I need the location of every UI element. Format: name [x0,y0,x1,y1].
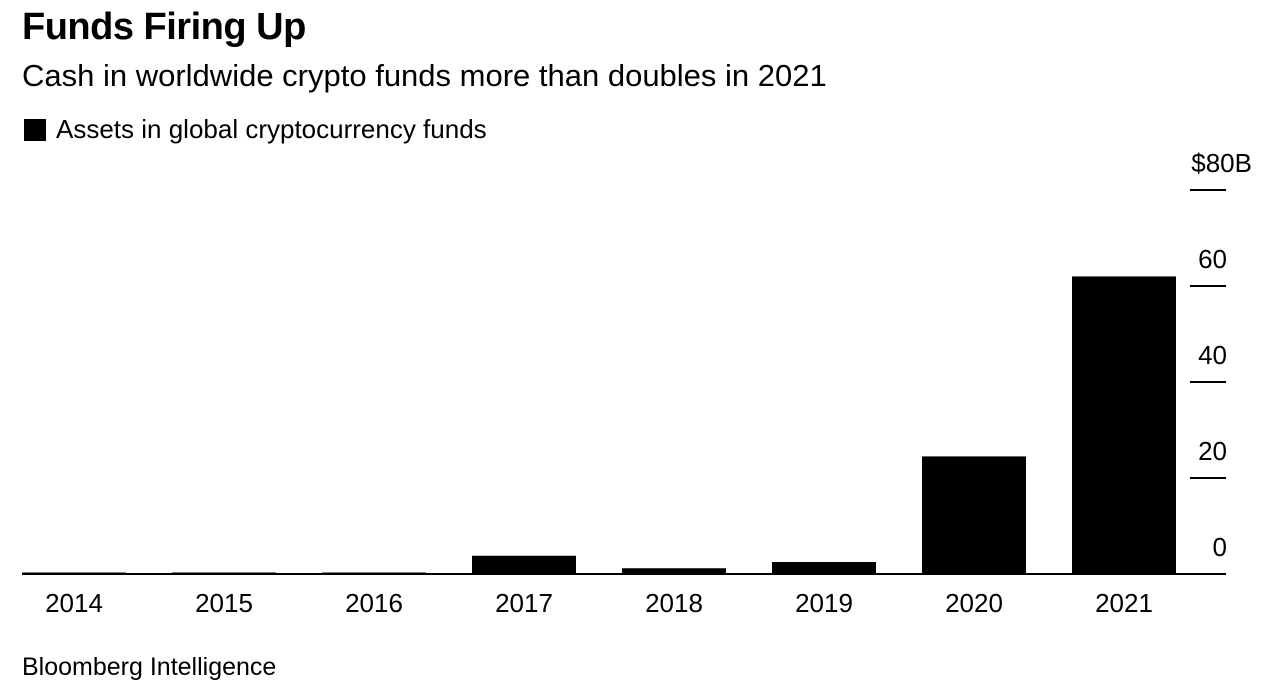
chart-title: Funds Firing Up [22,6,306,48]
y-tick-label: 60 [1198,244,1227,274]
y-axis: 0 20 40 60 $80B [1190,148,1252,562]
y-tick-label: 40 [1198,340,1227,370]
x-tick-label: 2015 [195,588,253,618]
x-tick-label: 2017 [495,588,553,618]
y-tick-label: 0 [1213,532,1227,562]
bar-2018 [622,568,726,574]
bar-2019 [772,562,876,574]
x-axis-labels: 2014 2015 2016 2017 2018 2019 2020 2021 [45,588,1153,618]
bar-2017 [472,555,576,574]
x-tick-label: 2021 [1095,588,1153,618]
bars-group [22,276,1176,574]
x-tick-label: 2014 [45,588,103,618]
chart-subtitle: Cash in worldwide crypto funds more than… [22,58,827,93]
x-tick-label: 2018 [645,588,703,618]
y-tick-label: $80B [1191,148,1252,178]
source-note: Bloomberg Intelligence [22,653,277,681]
legend-label: Assets in global cryptocurrency funds [56,114,487,144]
bar-2020 [922,456,1026,574]
bar-2021 [1072,276,1176,574]
legend-swatch [24,118,46,141]
x-tick-label: 2019 [795,588,853,618]
y-tick-label: 20 [1198,436,1227,466]
x-tick-label: 2016 [345,588,403,618]
x-tick-label: 2020 [945,588,1003,618]
legend: Assets in global cryptocurrency funds [24,114,487,145]
